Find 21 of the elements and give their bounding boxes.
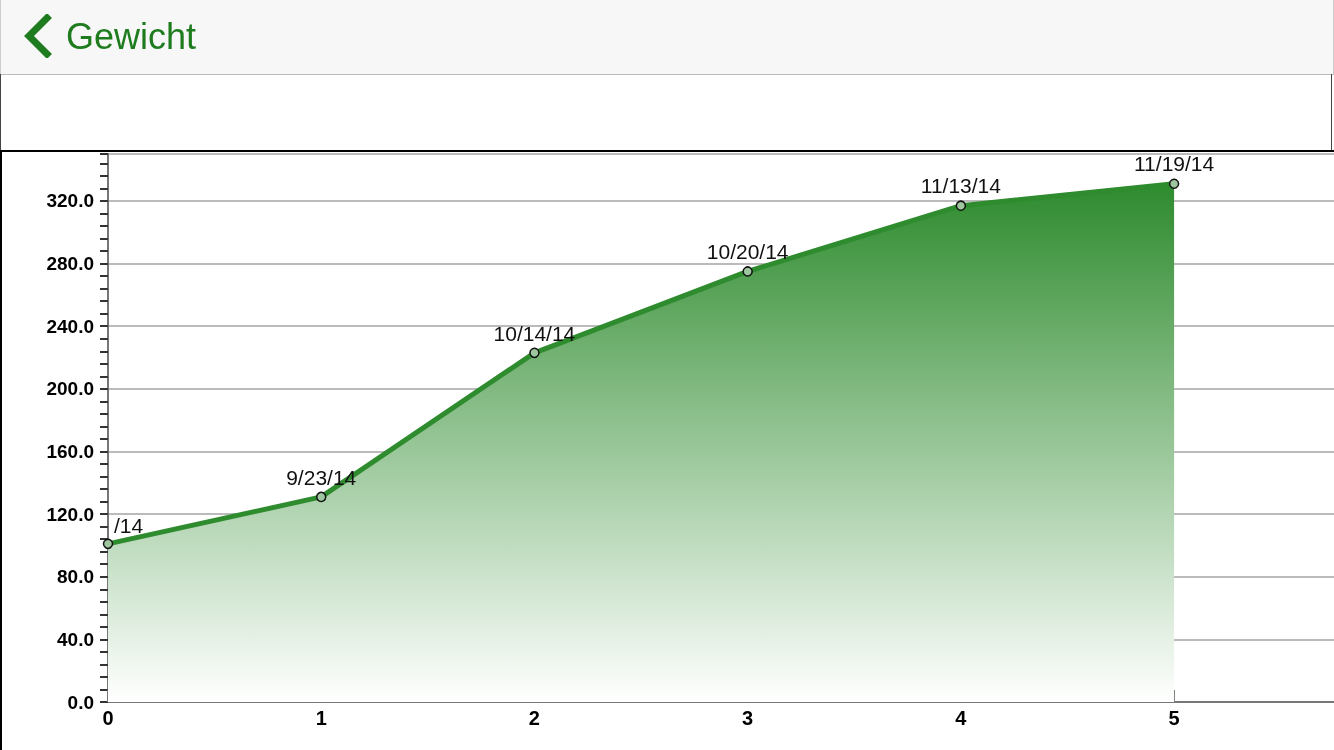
data-label: 11/13/14 <box>920 174 1002 198</box>
y-tick-label: 160.0 <box>46 440 94 462</box>
y-tick-label: 200.0 <box>46 378 94 400</box>
y-tick-label: 0.0 <box>67 691 94 713</box>
data-label: 11/19/14 <box>1133 152 1215 176</box>
y-tick-label: 280.0 <box>46 253 94 275</box>
y-tick-label: 40.0 <box>57 628 94 650</box>
x-tick-label: 3 <box>742 707 754 729</box>
x-tick-label: 4 <box>955 707 968 729</box>
x-tick-label: 2 <box>528 707 540 729</box>
annotation: /14 <box>114 513 144 537</box>
x-tick-label: 0 <box>102 707 114 729</box>
chart-title: Gewicht <box>66 16 197 58</box>
y-tick-label: 240.0 <box>46 315 94 337</box>
y-tick-label: 320.0 <box>46 190 94 212</box>
data-label: 10/20/14 <box>706 240 789 264</box>
x-tick-label: 5 <box>1168 707 1180 729</box>
y-tick-label: 120.0 <box>46 503 94 525</box>
x-tick-label: 1 <box>315 707 327 729</box>
data-label: 10/14/14 <box>493 321 576 345</box>
y-tick-label: 80.0 <box>57 566 94 588</box>
